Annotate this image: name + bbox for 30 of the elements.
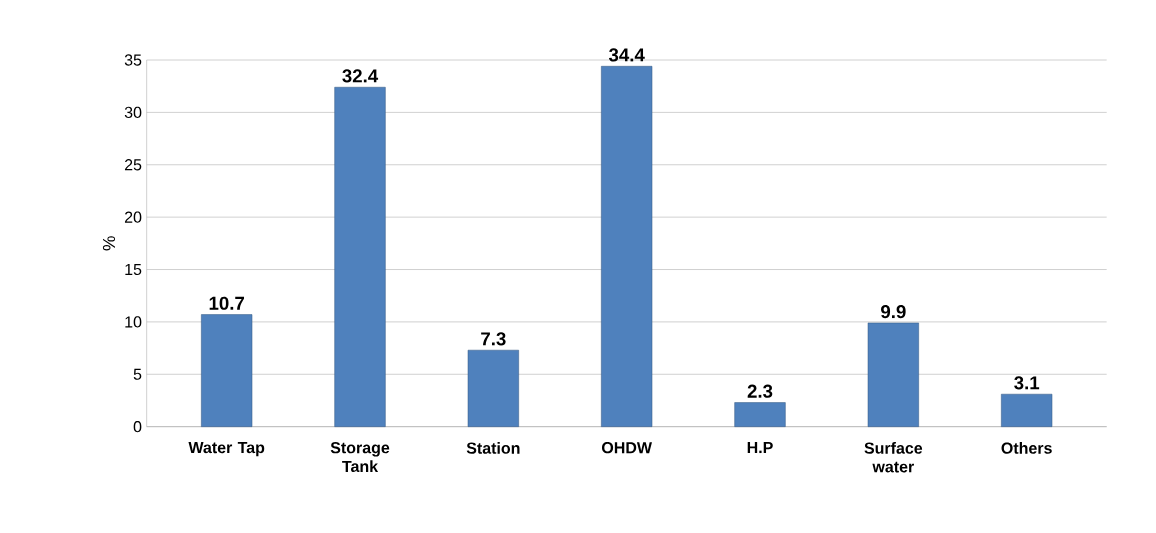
- y-tick-label: 15: [125, 263, 142, 275]
- y-tick-label: 25: [124, 158, 142, 171]
- x-tick-label: Storage Tank: [330, 441, 390, 472]
- x-tick-label: Water Tap: [188, 441, 265, 457]
- bar: [467, 349, 519, 427]
- bar: [334, 86, 386, 427]
- bar: [1001, 393, 1053, 427]
- y-axis-title: %: [102, 236, 116, 251]
- data-label: 32.4: [342, 69, 379, 83]
- x-tick-label: Station: [466, 441, 520, 454]
- y-tick-label: 30: [124, 106, 142, 118]
- y-tick-label: 5: [133, 368, 142, 380]
- y-tick-label: 10: [125, 316, 142, 328]
- x-tick-label: Surface water: [864, 441, 923, 473]
- y-tick-label: 0: [133, 420, 142, 433]
- data-label: 9.9: [881, 304, 906, 319]
- data-label: 3.1: [1014, 376, 1040, 390]
- data-label: 34.4: [608, 48, 645, 62]
- data-label: 7.3: [481, 332, 506, 346]
- data-label: 2.3: [747, 384, 773, 398]
- x-tick-label: H.P: [747, 441, 773, 453]
- bar: [867, 322, 919, 427]
- bar: [734, 402, 786, 427]
- x-tick-label: Others: [1001, 441, 1052, 454]
- bar: [601, 65, 653, 427]
- bar: [201, 314, 253, 427]
- y-tick-label: 35: [124, 54, 142, 66]
- x-tick-label: OHDW: [601, 441, 652, 454]
- y-tick-label: 20: [124, 211, 142, 223]
- data-label: 10.7: [209, 296, 245, 310]
